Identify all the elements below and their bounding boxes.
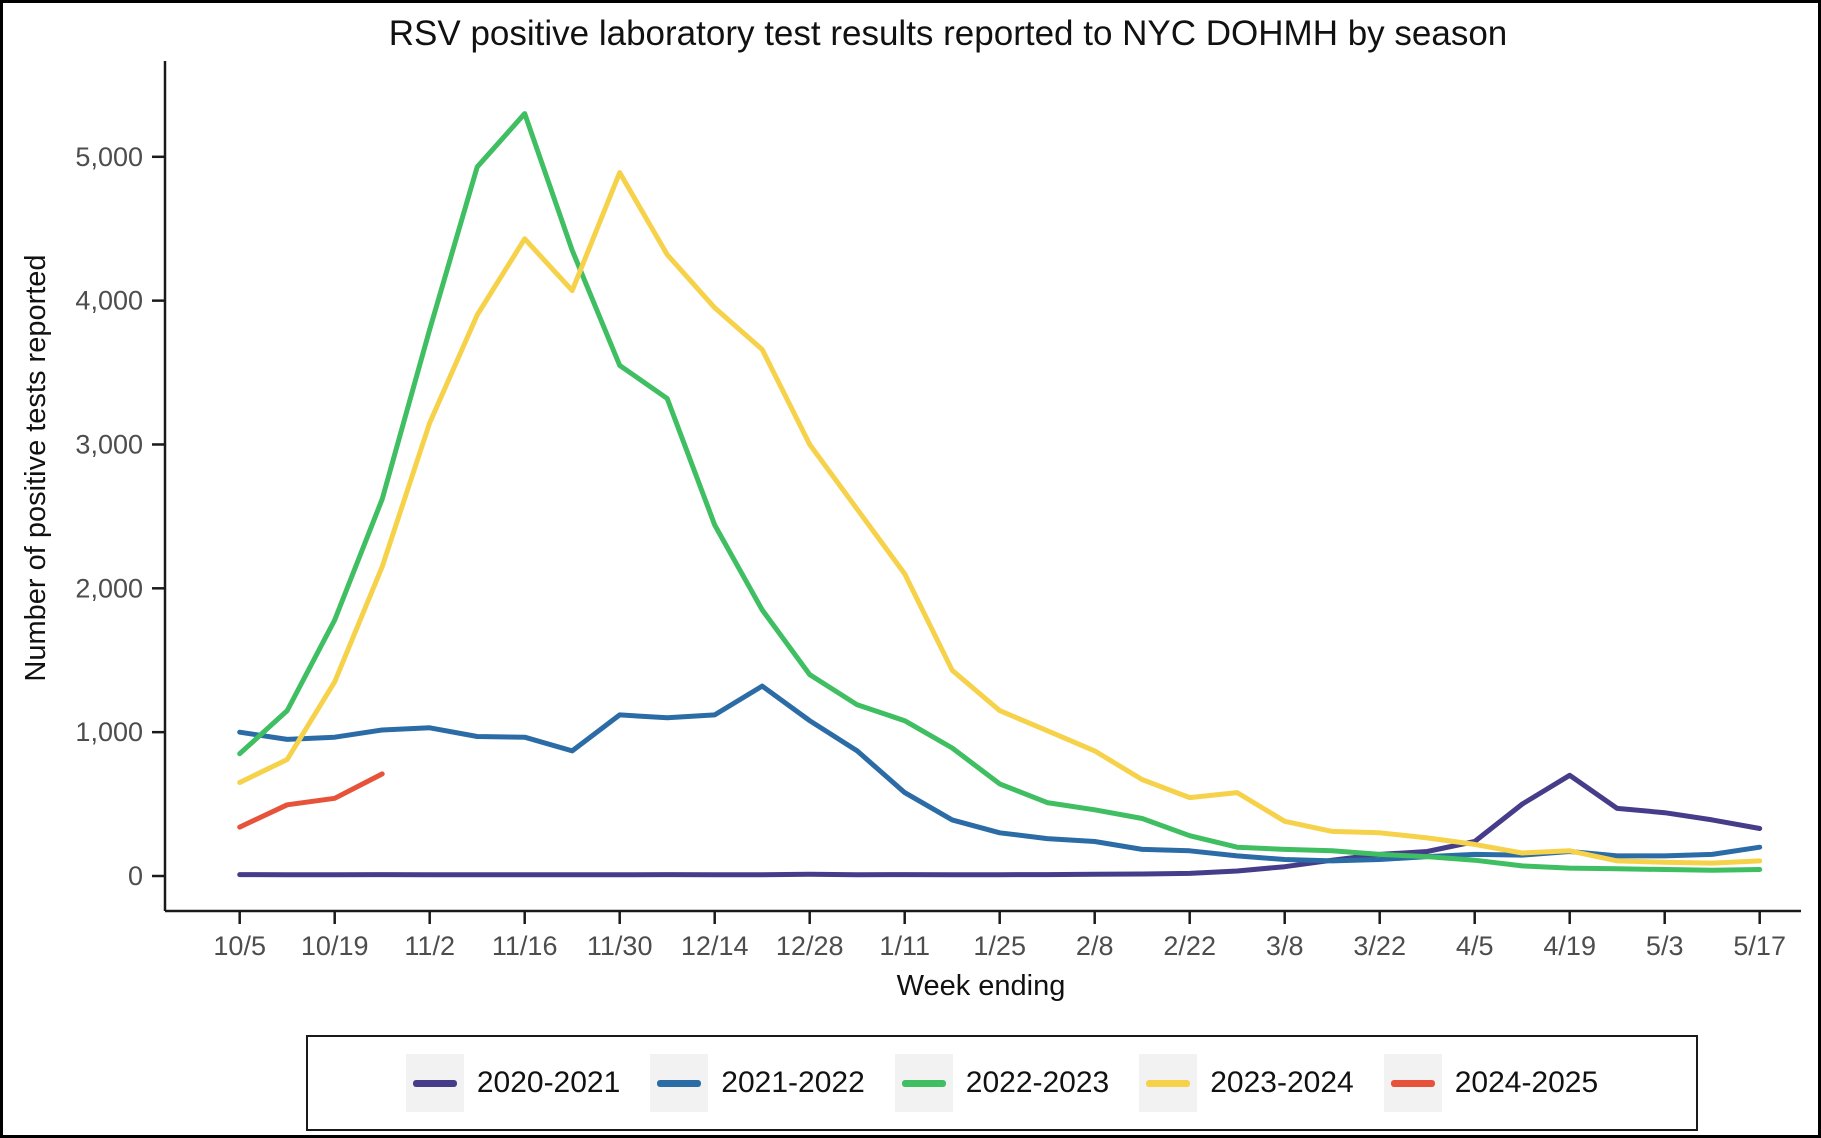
y-axis-title: Number of positive tests reported — [20, 254, 52, 681]
legend-key — [1139, 1054, 1198, 1112]
legend-label: 2023-2024 — [1210, 1066, 1354, 1099]
legend-item-2021-2022: 2021-2022 — [650, 1054, 865, 1112]
chart-legend: 2020-2021 2021-2022 2022-2023 2023-2024 2024… — [306, 1035, 1698, 1131]
legend-item-2023-2024: 2023-2024 — [1139, 1054, 1354, 1112]
x-tick-label: 4/5 — [1456, 931, 1494, 961]
y-tick-label: 3,000 — [75, 429, 143, 459]
x-tick-label: 3/22 — [1353, 931, 1406, 961]
legend-label: 2022-2023 — [965, 1066, 1110, 1099]
chart-canvas: RSV positive laboratory test results rep… — [20, 14, 1801, 1002]
x-tick-label: 11/30 — [587, 931, 653, 961]
series-line-2021-2022 — [237, 683, 1763, 864]
x-tick-label: 4/19 — [1543, 931, 1596, 961]
legend-key — [650, 1054, 709, 1112]
legend-line-swatch — [657, 1079, 702, 1087]
x-tick-label: 5/17 — [1733, 931, 1786, 961]
legend-label: 2024-2025 — [1454, 1066, 1599, 1099]
x-axis-title: Week ending — [897, 970, 1066, 1002]
series-line-2024-2025 — [237, 771, 385, 830]
x-tick-label: 11/2 — [404, 931, 455, 961]
series-line-2020-2021 — [237, 772, 1763, 878]
y-tick-label: 4,000 — [75, 286, 143, 316]
series-line-2022-2023 — [237, 111, 1763, 873]
chart-title: RSV positive laboratory test results rep… — [389, 14, 1508, 53]
legend-key — [405, 1054, 464, 1112]
legend-label: 2020-2021 — [476, 1066, 621, 1099]
legend-key — [894, 1054, 953, 1112]
x-tick-label: 11/16 — [492, 931, 558, 961]
y-tick-label: 5,000 — [75, 142, 143, 172]
legend-line-swatch — [901, 1079, 946, 1087]
series-line-2023-2024 — [237, 170, 1763, 866]
legend-key — [1383, 1054, 1442, 1112]
legend-line-swatch — [412, 1079, 457, 1087]
legend-line-swatch — [1146, 1079, 1191, 1087]
x-tick-label: 1/11 — [879, 931, 930, 961]
x-tick-label: 12/28 — [776, 931, 844, 961]
x-tick-label: 2/22 — [1163, 931, 1216, 961]
legend-item-2024-2025: 2024-2025 — [1383, 1054, 1599, 1112]
legend-label: 2021-2022 — [721, 1066, 865, 1099]
x-tick-label: 10/19 — [301, 931, 369, 961]
legend-item-2020-2021: 2020-2021 — [405, 1054, 621, 1112]
x-tick-label: 3/8 — [1266, 931, 1304, 961]
x-tick-label: 2/8 — [1076, 931, 1114, 961]
y-tick-label: 0 — [128, 861, 143, 891]
y-tick-label: 2,000 — [75, 573, 143, 603]
legend-item-2022-2023: 2022-2023 — [894, 1054, 1110, 1112]
x-tick-label: 1/25 — [973, 931, 1026, 961]
y-tick-label: 1,000 — [75, 717, 143, 747]
plot-area: 0 1,000 2,000 3,000 4,000 5,000 10/5 10/19 11/2 1… — [75, 61, 1801, 961]
x-tick-label: 12/14 — [681, 931, 749, 961]
legend-line-swatch — [1390, 1079, 1435, 1087]
x-tick-label: 10/5 — [213, 931, 266, 961]
x-tick-label: 5/3 — [1646, 931, 1684, 961]
